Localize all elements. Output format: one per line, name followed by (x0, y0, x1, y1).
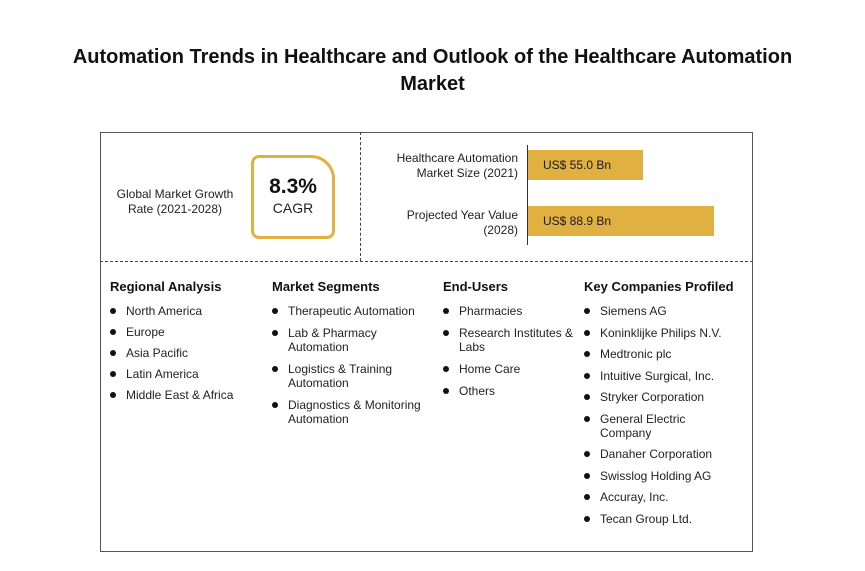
bar (528, 206, 714, 236)
key-companies-heading: Key Companies Profiled (584, 279, 734, 294)
list-item: Logistics & Training Automation (272, 362, 438, 390)
end-users-list: Pharmacies Research Institutes & Labs Home… (443, 304, 583, 398)
list-item: Accuray, Inc. (584, 490, 725, 504)
page-title: Automation Trends in Healthcare and Outl… (72, 46, 793, 95)
market-segments-column: Market Segments Therapeutic Automation La… (272, 279, 432, 434)
segments-list: Therapeutic Automation Lab & Pharmacy Aut… (272, 304, 432, 426)
regional-list: North America Europe Asia Pacific Latin Ame… (110, 304, 233, 402)
list-item: Swisslog Holding AG (584, 469, 725, 483)
bar (528, 150, 643, 180)
list-item: Therapeutic Automation (272, 304, 438, 318)
list-item: General Electric Company (584, 412, 725, 440)
list-item: Research Institutes & Labs (443, 326, 589, 354)
bar-category-label: Projected Year Value (2028) (406, 208, 518, 237)
cagr-value: 8.3% (269, 175, 317, 198)
end-users-heading: End-Users (443, 279, 509, 294)
horizontal-divider (100, 261, 753, 262)
list-item: Koninklijke Philips N.V. (584, 326, 725, 340)
regional-analysis-heading: Regional Analysis (110, 279, 222, 294)
list-item: Pharmacies (443, 304, 589, 318)
list-item: Latin America (110, 367, 233, 381)
list-item: Intuitive Surgical, Inc. (584, 369, 725, 383)
list-item: Medtronic plc (584, 347, 725, 361)
companies-list: Siemens AG Koninklijke Philips N.V. Medtro… (584, 304, 749, 526)
list-item: Others (443, 384, 589, 398)
list-item: Stryker Corporation (584, 390, 725, 404)
market-segments-heading: Market Segments (272, 279, 380, 294)
regional-analysis-column: Regional Analysis North America Europe Asi… (110, 279, 233, 409)
list-item: Middle East & Africa (110, 388, 233, 402)
growth-rate-label: Global Market Growth Rate (2021-2028) (116, 187, 234, 216)
list-item: Europe (110, 325, 233, 339)
list-item: North America (110, 304, 233, 318)
bar-value-label: US$ 55.0 Bn (543, 158, 612, 172)
list-item: Asia Pacific (110, 346, 233, 360)
vertical-divider (360, 132, 361, 261)
end-users-column: End-Users Pharmacies Research Institutes … (443, 279, 583, 406)
list-item: Siemens AG (584, 304, 725, 318)
list-item: Danaher Corporation (584, 447, 725, 461)
list-item: Home Care (443, 362, 589, 376)
infographic-frame (100, 132, 753, 552)
chart-axis (527, 145, 528, 245)
bar-value-label: US$ 88.9 Bn (543, 214, 612, 228)
list-item: Diagnostics & Monitoring Automation (272, 398, 438, 426)
key-companies-column: Key Companies Profiled Siemens AG Koninkl… (584, 279, 749, 533)
list-item: Lab & Pharmacy Automation (272, 326, 438, 354)
cagr-unit: CAGR (272, 200, 314, 216)
list-item: Tecan Group Ltd. (584, 512, 725, 526)
cagr-badge: 8.3% CAGR (251, 155, 335, 239)
bar-category-label: Healthcare Automation Market Size (2021) (396, 151, 518, 180)
